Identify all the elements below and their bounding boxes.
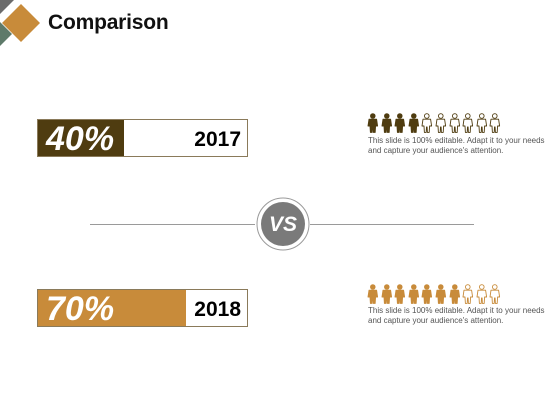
person-icon	[421, 113, 433, 133]
person-icon	[476, 284, 487, 304]
percent-bar-2017: 40% 2017	[37, 119, 248, 157]
diamond-logo-icon	[0, 0, 40, 46]
person-icon	[408, 284, 419, 304]
vs-badge: VS	[256, 197, 310, 251]
year-label: 2018	[194, 298, 241, 321]
person-icon	[367, 284, 379, 304]
person-icon	[435, 284, 447, 304]
percent-label: 70%	[46, 290, 115, 328]
person-icon	[421, 284, 433, 304]
person-icon	[381, 284, 392, 304]
person-icon	[462, 284, 474, 304]
description-text: This slide is 100% editable. Adapt it to…	[368, 306, 545, 325]
person-icon	[394, 113, 406, 133]
person-icon	[408, 113, 419, 133]
vs-label: VS	[269, 213, 297, 236]
person-icon	[449, 284, 460, 304]
divider-line-right	[310, 224, 474, 225]
person-icon	[489, 284, 501, 304]
people-row-2018	[366, 284, 502, 304]
divider-line-left	[90, 224, 255, 225]
person-icon	[489, 113, 501, 133]
person-icon	[367, 113, 379, 133]
person-icon	[462, 113, 474, 133]
person-icon	[476, 113, 487, 133]
description-text: This slide is 100% editable. Adapt it to…	[368, 136, 545, 155]
person-icon	[394, 284, 406, 304]
people-row-2017	[366, 113, 502, 133]
person-icon	[381, 113, 392, 133]
person-icon	[435, 113, 447, 133]
percent-bar-2018: 70% 2018	[37, 289, 248, 327]
percent-bar-fill	[38, 120, 124, 156]
person-icon	[449, 113, 460, 133]
page-title: Comparison	[48, 11, 169, 34]
percent-bar-fill	[38, 290, 186, 326]
percent-label: 40%	[46, 120, 115, 158]
year-label: 2017	[194, 128, 241, 151]
